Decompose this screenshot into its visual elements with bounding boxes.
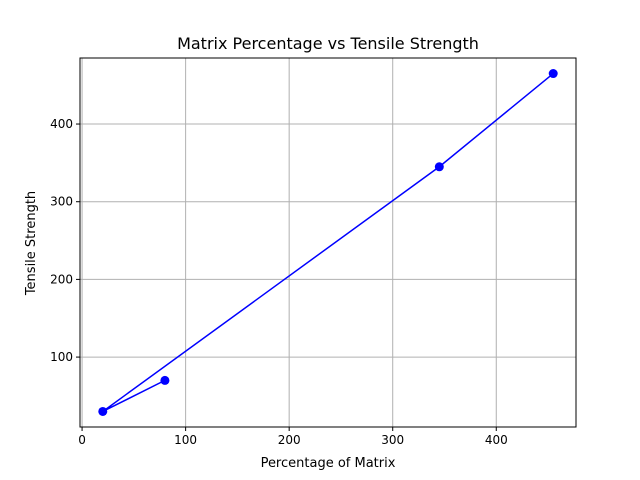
x-tick-label: 200 [278,433,301,447]
y-tick-label: 100 [50,350,73,364]
grid [80,58,576,427]
data-point [98,406,108,416]
chart-title: Matrix Percentage vs Tensile Strength [177,34,479,53]
x-tick-label: 0 [78,433,86,447]
y-tick-label: 400 [50,117,73,131]
data-point [548,69,558,79]
data-point [160,375,170,385]
x-tick-label: 100 [174,433,197,447]
x-tick-label: 400 [485,433,508,447]
plot-frame [79,57,577,428]
y-tick-label: 200 [50,272,73,286]
x-axis-label: Percentage of Matrix [261,456,396,471]
x-tick-label: 300 [381,433,404,447]
y-axis-label: Tensile Strength [24,191,39,296]
series [98,69,558,416]
data-point [434,162,444,172]
series-line [102,72,554,413]
axis-ticks: 0 100 200 300 400 100 200 300 400 [50,117,508,447]
y-tick-label: 300 [50,195,73,209]
